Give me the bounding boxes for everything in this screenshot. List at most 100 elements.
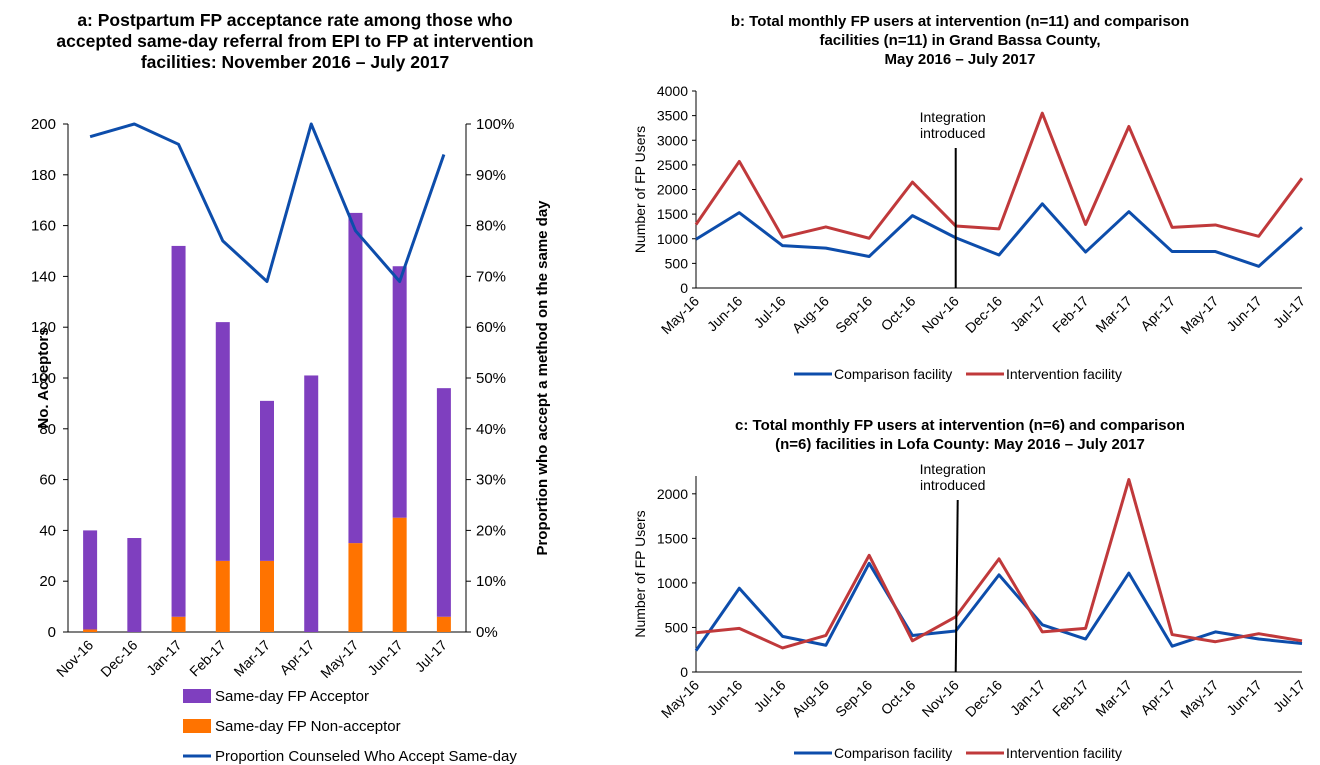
x-tick-label: Feb-17 [1049, 293, 1092, 336]
y-tick-label: 500 [665, 255, 689, 271]
chart-a-title-line: facilities: November 2016 – July 2017 [140, 52, 450, 72]
x-tick-label: May-17 [317, 637, 361, 681]
y-tick-label-left: 80 [39, 421, 56, 438]
legend-label-intervention: Intervention facility [1006, 366, 1122, 382]
y-tick-label-left: 180 [31, 167, 56, 184]
x-tick-label: Jan-17 [143, 637, 185, 679]
y-tick-label-left: 100 [31, 370, 56, 387]
chart-b-plot: 0 500 1000 1500 2000 2500 3000 3500 4000 May-16 Ju… [632, 83, 1308, 382]
x-tick-label: May-17 [1177, 677, 1221, 721]
y-tick-label-right: 30% [476, 472, 506, 489]
line-intervention [695, 478, 1303, 650]
y-tick-label-right: 40% [476, 421, 506, 438]
bar-non-acceptor [392, 517, 407, 632]
x-tick-label: May-16 [658, 293, 702, 337]
chart-b-title: b: Total monthly FP users at interventio… [600, 12, 1320, 69]
x-tick-label: Dec-16 [97, 637, 140, 680]
panel-a-acceptance-chart: a: Postpartum FP acceptance rate among t… [0, 0, 590, 765]
x-tick-label: May-16 [658, 677, 702, 721]
y-tick-label: 1500 [657, 530, 688, 546]
x-tick-label: Sep-16 [832, 293, 875, 336]
chart-b-title-line: May 2016 – July 2017 [884, 51, 1036, 68]
x-tick-label: Feb-17 [186, 637, 229, 680]
annotation-text-line: introduced [920, 477, 985, 493]
y-tick-label-left: 60 [39, 472, 56, 489]
y-tick-label: 2500 [657, 157, 688, 173]
y-tick-label: 0 [680, 664, 688, 680]
y-tick-label: 1000 [657, 231, 688, 247]
chart-c-plot: 0 500 1000 1500 2000 May-16 Jun-16 Jul-16 Aug-16… [632, 461, 1308, 761]
x-tick-label: Oct-16 [878, 677, 919, 718]
y-tick-label-left: 20 [39, 573, 56, 590]
integration-marker-line [954, 499, 959, 673]
x-tick-label: Mar-17 [1092, 677, 1135, 720]
line-proportion [89, 122, 446, 283]
x-tick-label: Apr-17 [1137, 293, 1178, 334]
y-tick-label-left: 0 [48, 624, 56, 641]
y-axis-title: Number of FP Users [632, 510, 648, 637]
bar-non-acceptor [83, 629, 98, 632]
x-tick-label: May-17 [1177, 293, 1221, 337]
annotation-text-line: Integration [920, 109, 986, 125]
y-tick-label-right: 70% [476, 268, 506, 285]
legend-label-intervention: Intervention facility [1006, 745, 1122, 761]
x-tick-label: Jun-16 [704, 677, 746, 719]
x-tick-label: Aug-16 [789, 293, 832, 336]
annotation-text-line: Integration [920, 461, 986, 477]
x-tick-label: Nov-16 [919, 677, 962, 720]
bar-non-acceptor [348, 543, 363, 632]
x-tick-label: Dec-16 [962, 677, 1005, 720]
chart-b-title-line: b: Total monthly FP users at interventio… [730, 13, 1190, 30]
x-tick-label: Jul-16 [750, 293, 788, 331]
bar-acceptor [215, 322, 230, 561]
y-tick-label-right: 0% [476, 624, 498, 641]
y-tick-label-right: 20% [476, 522, 506, 539]
x-tick-label: Apr-17 [276, 637, 317, 678]
bar-acceptor [171, 245, 186, 617]
y-tick-label-right: 50% [476, 370, 506, 387]
y-tick-label: 500 [665, 619, 689, 635]
bar-non-acceptor [260, 560, 274, 632]
y-tick-label-right: 100% [476, 116, 514, 133]
y-axis-title-right: Proportion who accept a method on the sa… [534, 200, 551, 556]
x-tick-label: Mar-17 [230, 637, 273, 680]
bar-acceptor [436, 388, 451, 617]
x-tick-label: Jan-17 [1007, 293, 1049, 335]
y-tick-label: 3500 [657, 108, 688, 124]
y-tick-label: 4000 [657, 83, 688, 99]
line-comparison [694, 561, 1303, 652]
x-tick-label: Apr-17 [1137, 677, 1178, 718]
y-tick-label: 1500 [657, 206, 688, 222]
x-tick-label: Feb-17 [1049, 677, 1092, 720]
chart-c-title-line: (n=6) facilities in Lofa County: May 201… [775, 436, 1145, 453]
legend-label-proportion: Proportion Counseled Who Accept Same-day [215, 748, 517, 765]
y-tick-label: 2000 [657, 182, 688, 198]
legend-label-comparison: Comparison facility [834, 366, 952, 382]
bar-non-acceptor [171, 616, 186, 632]
y-tick-label-right: 80% [476, 218, 506, 235]
bar-acceptor [348, 212, 363, 544]
y-tick-label-left: 140 [31, 268, 56, 285]
y-tick-label-right: 90% [476, 167, 506, 184]
y-tick-label: 1000 [657, 575, 688, 591]
x-tick-label: Jul-16 [750, 677, 788, 715]
x-tick-label: Jul-17 [1270, 677, 1308, 715]
x-tick-label: Jul-17 [1270, 293, 1308, 331]
y-tick-label: 3000 [657, 132, 688, 148]
x-tick-label: Sep-16 [832, 677, 875, 720]
y-tick-label: 0 [680, 280, 688, 296]
x-tick-label: Jun-17 [1223, 293, 1265, 335]
y-tick-label-right: 10% [476, 573, 506, 590]
legend-swatch-non-acceptor [183, 719, 211, 733]
panel-b-grand-bassa-chart: b: Total monthly FP users at interventio… [600, 0, 1320, 390]
y-tick-label: 2000 [657, 486, 688, 502]
panel-c-lofa-chart: c: Total monthly FP users at interventio… [600, 410, 1320, 765]
chart-a-title: a: Postpartum FP acceptance rate among t… [0, 10, 590, 73]
bar-acceptor [260, 400, 274, 561]
chart-a-plot: 0 20 40 60 80 100 120 140 160 180 200 0% 10% 20% 30% 40… [31, 116, 551, 765]
y-tick-label-left: 120 [31, 319, 56, 336]
bar-non-acceptor [215, 560, 230, 632]
x-tick-label: Nov-16 [919, 293, 962, 336]
chart-b-title-line: facilities (n=11) in Grand Bassa County, [819, 32, 1101, 49]
annotation-text-line: introduced [920, 125, 985, 141]
